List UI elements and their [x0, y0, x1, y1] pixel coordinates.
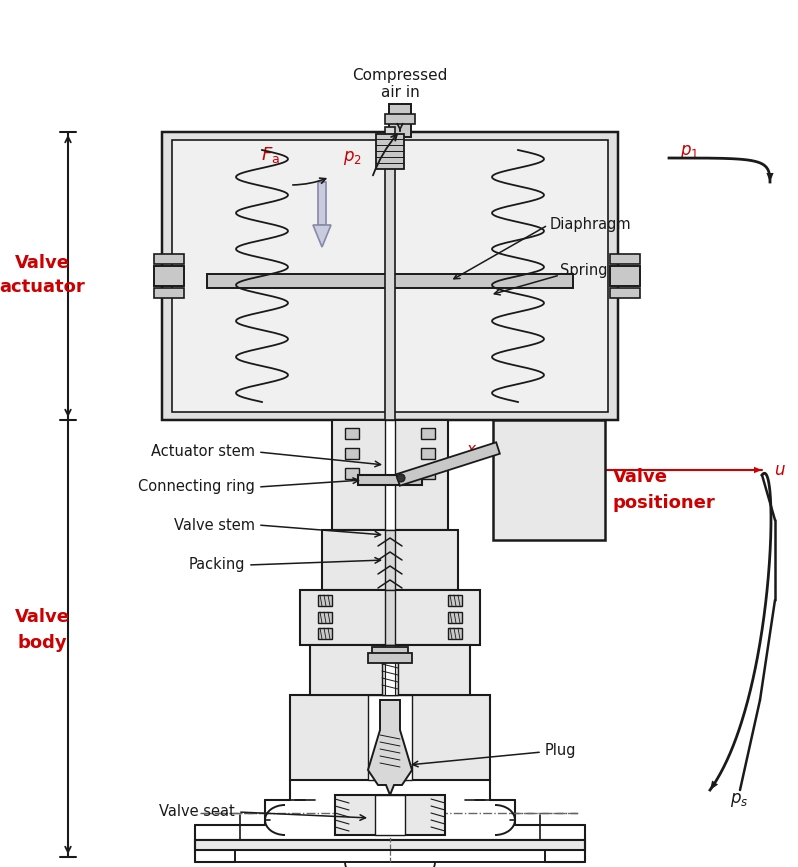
Bar	[372, 647, 408, 662]
Bar	[385, 530, 395, 590]
Bar	[448, 612, 462, 623]
Bar	[154, 288, 184, 298]
Bar	[318, 595, 332, 606]
Text: Actuator stem: Actuator stem	[151, 445, 255, 460]
Bar	[610, 266, 640, 286]
Bar	[154, 254, 184, 264]
Text: Valve
body: Valve body	[14, 609, 69, 651]
Bar	[207, 274, 573, 288]
Bar	[421, 428, 435, 439]
Polygon shape	[313, 225, 331, 247]
Bar	[448, 595, 462, 606]
Text: $p_2$: $p_2$	[342, 149, 361, 167]
Bar	[318, 628, 332, 639]
Bar	[375, 795, 405, 835]
Bar	[345, 448, 359, 459]
Text: $x$: $x$	[466, 442, 478, 458]
Bar	[610, 288, 640, 298]
Bar	[421, 448, 435, 459]
Bar	[385, 114, 415, 124]
Polygon shape	[710, 780, 718, 790]
Text: Valve seat: Valve seat	[160, 805, 235, 819]
Bar	[322, 530, 458, 590]
Bar	[310, 645, 470, 695]
Bar	[448, 628, 462, 639]
Text: Valve
actuator: Valve actuator	[0, 253, 85, 297]
Polygon shape	[754, 466, 762, 473]
PathPatch shape	[172, 140, 608, 412]
Bar	[332, 420, 448, 530]
Bar	[368, 695, 412, 780]
Text: Packing: Packing	[188, 557, 245, 572]
Bar	[382, 645, 398, 695]
Text: Plug: Plug	[545, 742, 576, 758]
Bar	[345, 428, 359, 439]
Bar	[318, 612, 332, 623]
Bar	[154, 266, 184, 286]
Bar	[610, 254, 640, 264]
Bar	[385, 590, 395, 645]
Text: Connecting ring: Connecting ring	[138, 479, 255, 494]
Bar	[385, 420, 395, 530]
Bar	[376, 134, 404, 169]
Bar	[358, 475, 422, 485]
Bar	[389, 104, 411, 137]
Bar	[300, 590, 480, 645]
Text: Diaphragm: Diaphragm	[550, 218, 632, 232]
Text: $p_s$: $p_s$	[730, 791, 749, 809]
Text: Valve
positioner: Valve positioner	[613, 468, 716, 512]
PathPatch shape	[162, 132, 618, 420]
Text: Compressed
air in: Compressed air in	[352, 68, 448, 100]
Text: Spring: Spring	[560, 263, 607, 277]
Text: Valve stem: Valve stem	[174, 518, 255, 532]
Bar	[345, 468, 359, 479]
Bar	[493, 420, 605, 540]
Text: $p_1$: $p_1$	[680, 143, 699, 161]
Bar	[195, 840, 585, 850]
Bar	[318, 182, 326, 225]
Circle shape	[397, 474, 405, 482]
Polygon shape	[396, 442, 500, 486]
Bar	[290, 695, 490, 780]
Polygon shape	[368, 700, 412, 795]
Bar	[368, 653, 412, 663]
Bar	[385, 127, 395, 420]
Text: $F_{\mathrm{a}}$: $F_{\mathrm{a}}$	[260, 145, 279, 165]
Bar	[421, 468, 435, 479]
Bar	[335, 795, 445, 835]
Polygon shape	[766, 173, 773, 182]
Bar	[385, 645, 395, 695]
Text: $u$: $u$	[774, 461, 786, 479]
